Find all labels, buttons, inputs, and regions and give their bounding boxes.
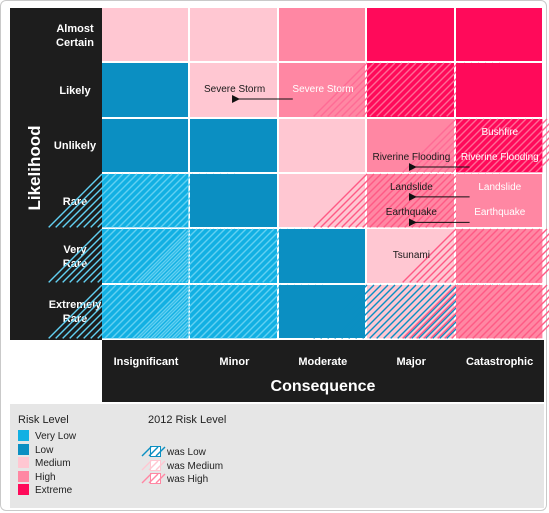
risk-level-legend-item: Very Low (18, 430, 76, 442)
consequence-label: Major (396, 356, 426, 368)
risk-cell (455, 8, 544, 64)
risk-level-legend-item: High (18, 470, 56, 483)
risk-cell (48, 284, 236, 340)
prev-level-legend-item: was Medium (141, 459, 224, 472)
likelihood-label: Likely (59, 84, 91, 97)
risk-level-legend-item: Low (18, 443, 54, 456)
likelihood-axis: Likelihood AlmostCertainLikelyUnlikelyRa… (10, 8, 102, 340)
consequence-label: Moderate (298, 356, 348, 368)
previous-level-hatch (401, 228, 549, 284)
consequence-axis: Consequence Insignificant Minor Moderate Ma… (102, 340, 544, 402)
risk-label: Landslide (478, 181, 522, 193)
risk-label: Severe Storm (292, 83, 354, 95)
risk-cell (278, 8, 368, 64)
legend-swatch (18, 443, 29, 455)
risk-cell (190, 63, 279, 119)
risk-cell (278, 63, 368, 119)
risk-cell (48, 173, 236, 230)
risk-cell (136, 228, 324, 285)
risk-label: Earthquake (385, 207, 437, 219)
risk-cell (401, 118, 549, 174)
consequence-label: Insignificant (113, 356, 179, 368)
prev-level-legend-item: was High (141, 473, 209, 486)
risk-label: Earthquake (474, 207, 526, 219)
consequence-title: Consequence (270, 378, 376, 395)
legend-swatch (18, 484, 29, 496)
previous-level-hatch (48, 284, 236, 339)
risk-cell (401, 228, 549, 285)
previous-level-hatch (136, 228, 324, 284)
risk-cell (102, 118, 191, 174)
risk-cell (313, 62, 501, 119)
legend-label: was Medium (167, 460, 224, 472)
hatch-swatch-pattern (141, 460, 166, 471)
prev-level-legend-item: was Low (141, 446, 206, 458)
risk-cell (401, 284, 549, 340)
legend-label: Medium (35, 458, 71, 470)
prev-level-legend-title: 2012 Risk Level (148, 414, 227, 426)
legend-label: Extreme (35, 485, 73, 497)
likelihood-label: Almost Certain (56, 22, 94, 49)
consequence-label: Minor (219, 356, 250, 368)
previous-level-hatch (313, 62, 501, 118)
legend-label: Very Low (35, 431, 77, 442)
risk-cell (278, 118, 368, 174)
risk-cell (190, 8, 279, 64)
hatch-swatch-pattern (141, 473, 166, 484)
risk-level-legend-title: Risk Level (18, 414, 69, 426)
previous-level-hatch (136, 284, 324, 339)
risk-label: Riverine Flooding (372, 152, 451, 164)
legend-label: High (35, 471, 56, 483)
risk-cell (455, 173, 544, 230)
legend-hatch-swatch (141, 446, 166, 457)
risk-cell (278, 284, 368, 340)
legend-label: was High (167, 474, 209, 486)
previous-level-hatch (401, 118, 549, 173)
risk-cell (313, 284, 501, 340)
risk-label: Tsunami (392, 249, 430, 261)
previous-level-hatch (401, 284, 549, 339)
risk-label: Landslide (389, 181, 433, 193)
risk-label: Bushfire (481, 126, 519, 138)
risk-grid: Severe Storm Severe Storm Bushfire Riverine… (48, 8, 549, 340)
risk-cell (102, 63, 191, 119)
hatch-swatch-pattern (141, 446, 166, 457)
likelihood-label: Unlikely (53, 140, 97, 153)
legend: Risk Level 2012 Risk Level Very Low Low Me… (10, 404, 544, 508)
risk-cell (367, 229, 456, 285)
risk-cell (102, 8, 191, 64)
consequence-label: Catastrophic (465, 356, 534, 368)
risk-cell (136, 284, 324, 340)
risk-label: Severe Storm (204, 83, 266, 95)
legend-label: Low (35, 444, 54, 456)
risk-cell (190, 118, 279, 174)
legend-hatch-swatch (141, 473, 166, 485)
legend-label: was Low (167, 447, 206, 458)
risk-cell (190, 173, 279, 230)
risk-level-legend-item: Medium (18, 457, 71, 469)
risk-cell (278, 173, 368, 230)
previous-level-hatch (48, 173, 236, 228)
legend-swatch (18, 457, 29, 469)
risk-label: Riverine Flooding (460, 152, 539, 164)
risk-cell (278, 229, 368, 285)
legend-swatch (18, 470, 29, 482)
risk-cell (367, 8, 456, 64)
legend-swatch (18, 430, 29, 441)
risk-cell (455, 63, 544, 119)
risk-level-legend-item: Extreme (18, 484, 72, 496)
legend-hatch-swatch (141, 459, 166, 471)
